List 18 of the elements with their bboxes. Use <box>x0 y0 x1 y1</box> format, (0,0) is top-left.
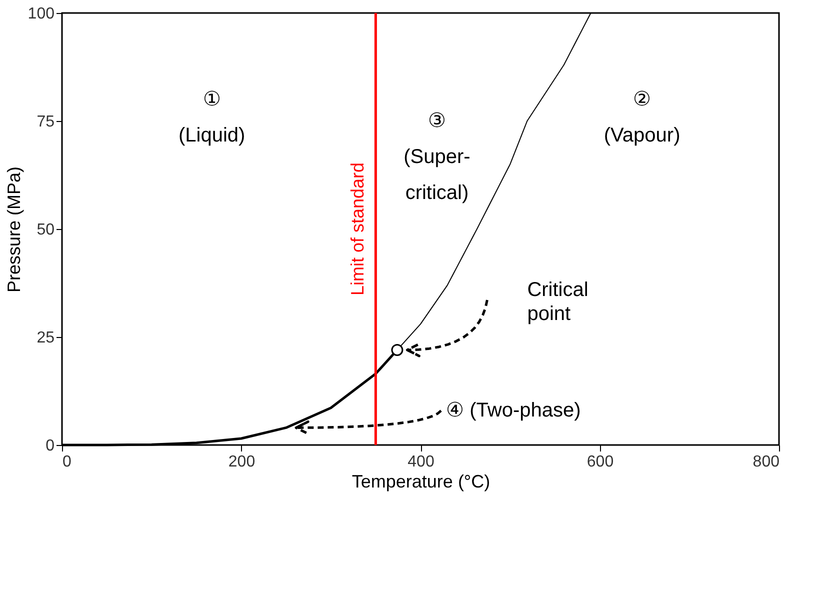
x-tick-label: 200 <box>228 454 256 470</box>
x-tick-label: 600 <box>586 454 614 470</box>
y-tick-label: 50 <box>36 222 55 238</box>
annotation: ④ (Two-phase) <box>446 400 581 422</box>
ref-line-label: Limit of standard <box>348 162 368 296</box>
x-tick-label: 400 <box>408 454 434 470</box>
x-tick-label: 0 <box>62 454 72 470</box>
annotation: ② (Vapour) <box>604 88 680 146</box>
annotation: Critical point <box>527 278 588 325</box>
y-tick-label: 75 <box>36 114 55 130</box>
y-tick-label: 25 <box>36 330 55 346</box>
x-axis-title: Temperature (°C) <box>352 472 490 492</box>
annotation: ③ (Super- critical) <box>404 110 470 204</box>
y-axis-title: Pressure (MPa) <box>4 166 24 293</box>
annotation: ① (Liquid) <box>178 88 246 146</box>
y-tick-label: 100 <box>28 6 55 22</box>
x-tick-label: 800 <box>752 454 780 470</box>
y-tick-label: 0 <box>46 438 55 454</box>
